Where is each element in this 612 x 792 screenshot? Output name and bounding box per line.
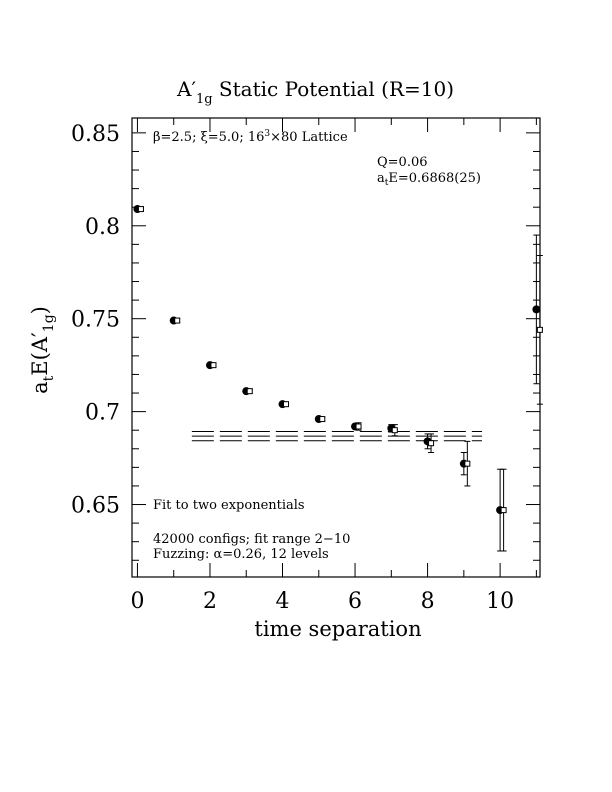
x-tick-label: 10 bbox=[486, 589, 514, 614]
chart-title: A′1g Static Potential (R=10) bbox=[176, 77, 454, 107]
y-axis-label: atE(A′1g) bbox=[28, 306, 57, 394]
x-tick-label: 2 bbox=[203, 589, 217, 614]
data-point-square bbox=[355, 423, 362, 430]
data-point-circle bbox=[532, 305, 541, 314]
data-point-square bbox=[246, 388, 253, 395]
data-point-square bbox=[464, 460, 471, 467]
data-point-square bbox=[174, 317, 181, 324]
data-point-square bbox=[536, 326, 543, 333]
fuzzing-annotation: Fuzzing: α=0.26, 12 levels bbox=[153, 547, 329, 562]
q-value-annotation: Q=0.06 bbox=[377, 155, 428, 170]
y-tick-label: 0.65 bbox=[71, 494, 120, 519]
energy-annotation: atE=0.6868(25) bbox=[377, 171, 481, 188]
x-tick-label: 0 bbox=[130, 589, 144, 614]
configs-annotation: 42000 configs; fit range 2−10 bbox=[153, 532, 350, 547]
x-tick-label: 6 bbox=[348, 589, 362, 614]
axis-ticks bbox=[132, 118, 540, 577]
y-tick-label: 0.75 bbox=[71, 308, 120, 333]
fit-band bbox=[191, 430, 482, 442]
data-point-square bbox=[137, 206, 144, 213]
y-tick-label: 0.7 bbox=[85, 401, 120, 426]
x-tick-label: 8 bbox=[421, 589, 435, 614]
axis-tick-labels: 0 2 4 6 8 10 0.65 0.7 0.75 0.8 0.85 bbox=[71, 122, 514, 614]
data-point-square bbox=[500, 507, 507, 514]
data-point-square bbox=[428, 440, 435, 447]
y-tick-label: 0.8 bbox=[85, 215, 120, 240]
x-axis-label: time separation bbox=[254, 617, 421, 641]
data-point-square bbox=[210, 362, 217, 369]
y-tick-label: 0.85 bbox=[71, 122, 120, 147]
data-point-square bbox=[391, 427, 398, 434]
data-point-square bbox=[283, 401, 290, 408]
lattice-annotation: β=2.5; ξ=5.0; 163×80 Lattice bbox=[153, 129, 348, 145]
data-marks bbox=[133, 205, 543, 552]
data-point-square bbox=[319, 416, 326, 423]
fit-annotation: Fit to two exponentials bbox=[153, 498, 305, 513]
x-tick-label: 4 bbox=[276, 589, 290, 614]
